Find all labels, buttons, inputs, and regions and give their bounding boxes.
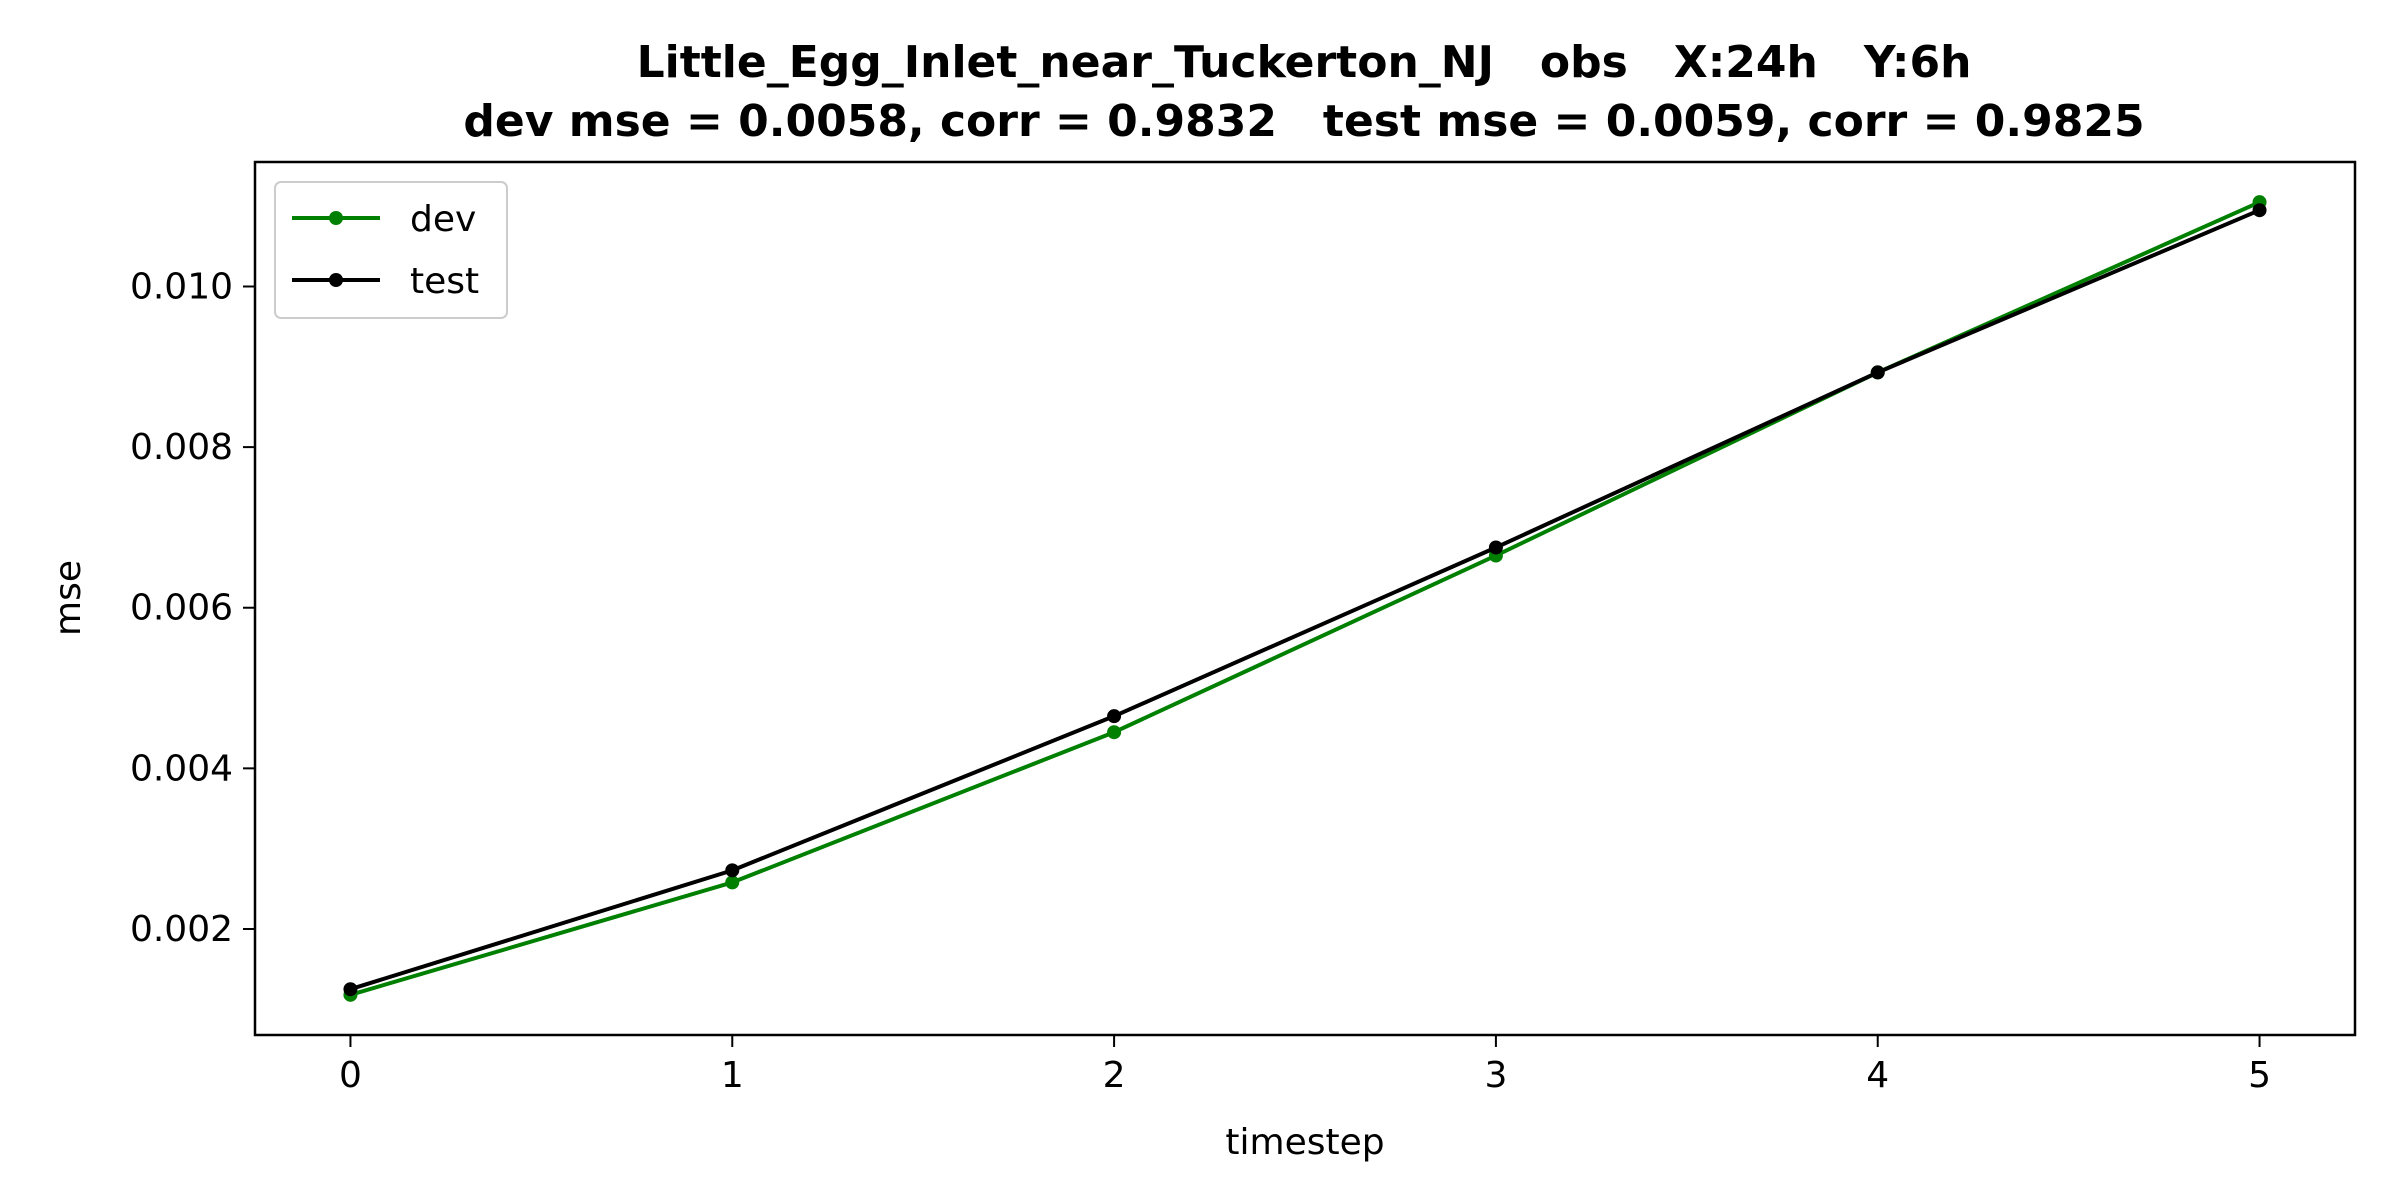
x-tick-label: 1 xyxy=(721,1055,744,1096)
y-axis-label: mse xyxy=(48,560,89,636)
chart-subtitle: dev mse = 0.0058, corr = 0.9832 test mse… xyxy=(463,96,2144,147)
x-axis-label: timestep xyxy=(1225,1122,1384,1163)
data-point-test xyxy=(1870,365,1885,380)
x-tick-label: 5 xyxy=(2248,1055,2271,1096)
y-tick-label: 0.010 xyxy=(130,266,233,307)
y-tick-label: 0.008 xyxy=(130,427,233,468)
data-point-dev xyxy=(725,875,740,890)
x-tick-label: 0 xyxy=(339,1055,362,1096)
legend-label: test xyxy=(410,261,479,302)
chart-title: Little_Egg_Inlet_near_Tuckerton_NJ obs X… xyxy=(637,37,1972,88)
y-tick-label: 0.002 xyxy=(130,909,233,950)
y-tick-label: 0.006 xyxy=(130,588,233,629)
data-point-test xyxy=(725,863,740,878)
ticks-layer: 0 1 2 3 4 5 0.002 0.004 0.006 0.008 0.010 xyxy=(130,266,2271,1096)
series-test xyxy=(343,203,2267,997)
data-point-test xyxy=(343,982,358,997)
x-tick-label: 4 xyxy=(1866,1055,1889,1096)
x-tick-label: 3 xyxy=(1484,1055,1507,1096)
legend-swatch-marker xyxy=(329,273,343,287)
legend-items: dev test xyxy=(292,199,479,302)
legend-item-test: test xyxy=(292,261,479,302)
x-tick-label: 2 xyxy=(1103,1055,1126,1096)
data-point-test xyxy=(2252,203,2267,218)
legend: dev test xyxy=(274,181,508,319)
series-line-test xyxy=(348,208,2262,992)
legend-label: dev xyxy=(410,199,476,240)
series-layer xyxy=(343,195,2267,1002)
data-point-dev xyxy=(1107,725,1122,740)
legend-swatch-marker xyxy=(329,211,343,225)
legend-item-dev: dev xyxy=(292,199,476,240)
plot-area-frame xyxy=(253,160,2357,1037)
y-tick-label: 0.004 xyxy=(130,748,233,789)
data-point-test xyxy=(1107,709,1122,724)
data-point-test xyxy=(1488,540,1503,555)
